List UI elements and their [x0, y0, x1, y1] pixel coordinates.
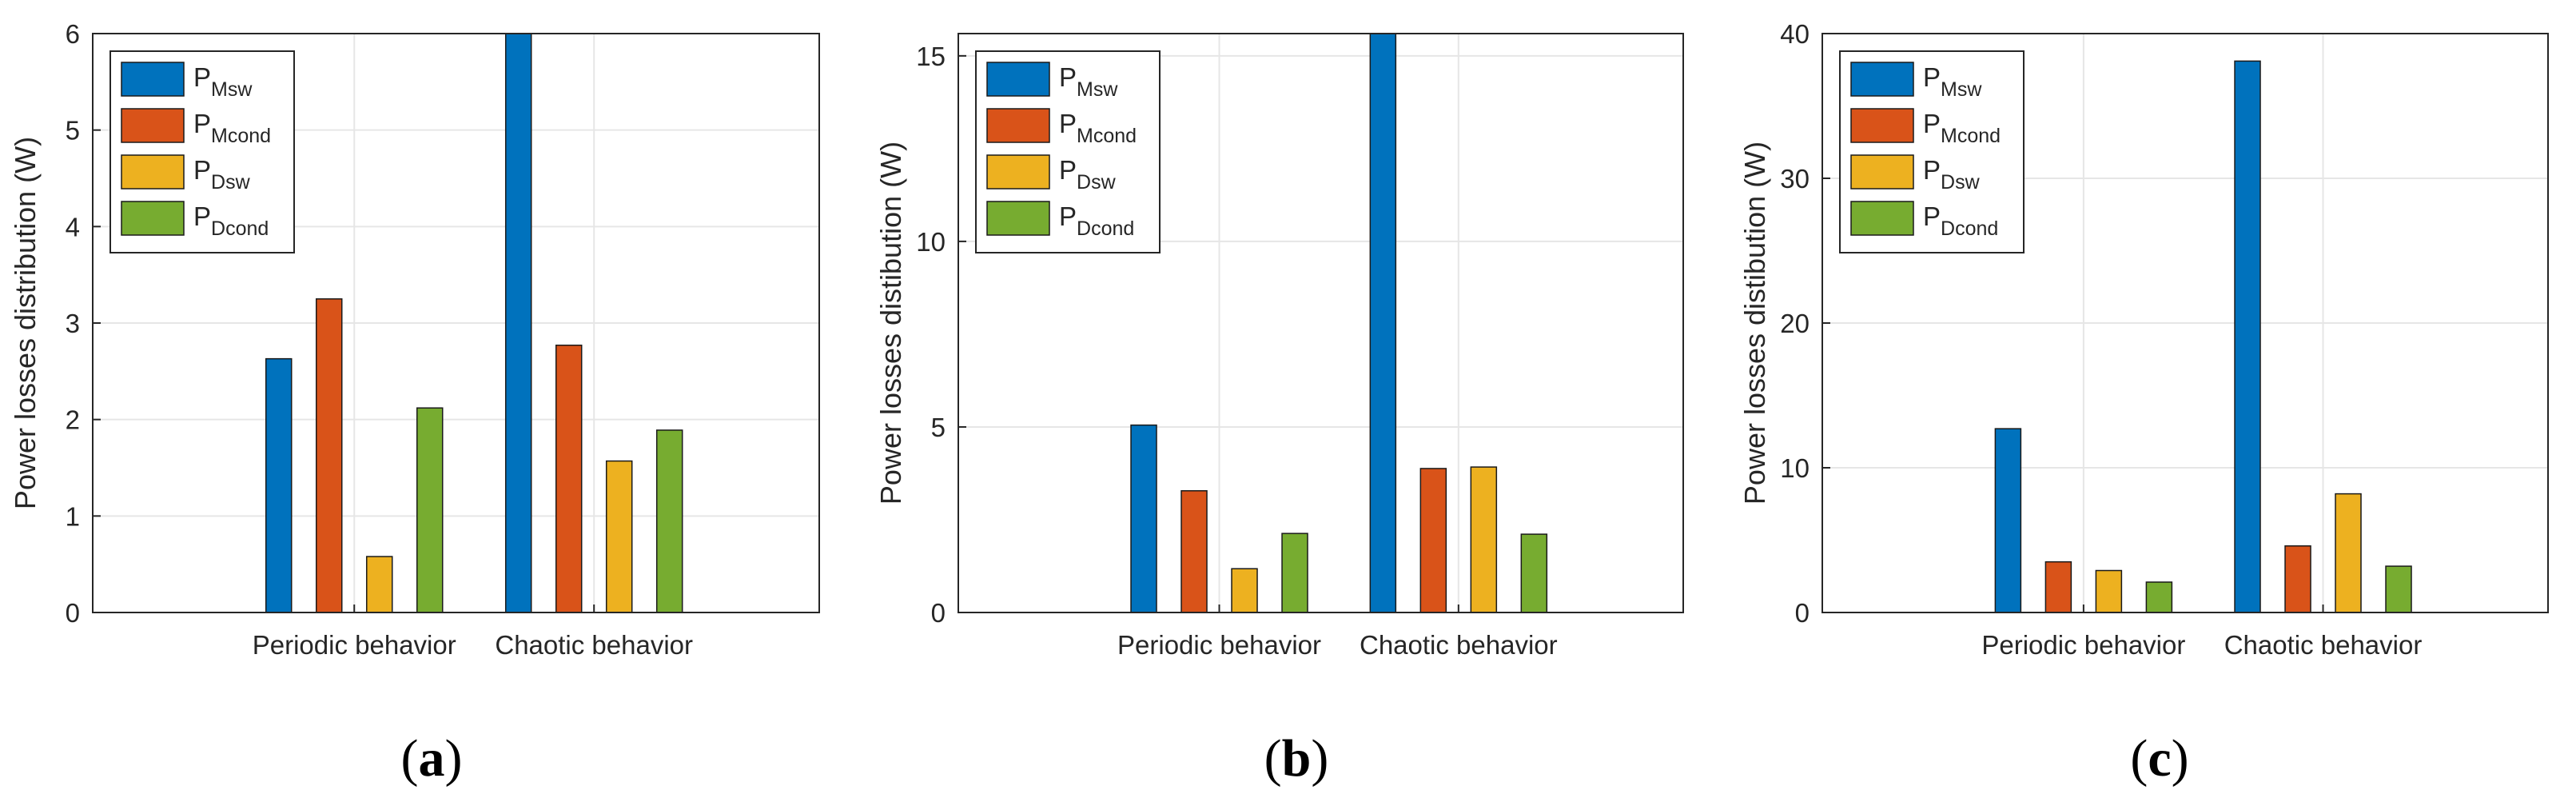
- bar-dcond-periodic: [2145, 581, 2173, 613]
- y-tick-label: 40: [1780, 19, 1810, 49]
- bar-msw-chaotic: [504, 33, 532, 613]
- legend: PMsw PMcond PDsw PDcond: [1839, 50, 2025, 253]
- bar-dsw-periodic: [1231, 568, 1258, 613]
- legend-swatch-msw: [121, 62, 185, 97]
- panel-label: (c): [2130, 729, 2188, 788]
- bar-dsw-chaotic: [1470, 466, 1498, 613]
- legend: PMsw PMcond PDsw PDcond: [975, 50, 1161, 253]
- bar-dsw-chaotic: [605, 460, 633, 613]
- legend-swatch-mcond: [121, 108, 185, 143]
- x-tick-label: Chaotic behavior: [2224, 630, 2423, 660]
- y-tick-label: 2: [66, 405, 80, 435]
- bar-dcond-chaotic: [655, 429, 683, 613]
- chart-panel-c: 0 10 20 30 40 Periodic behavior Chaotic behavi…: [1738, 19, 2549, 788]
- y-tick-label: 15: [916, 42, 946, 71]
- x-tick-label: Periodic behavior: [1981, 630, 2185, 660]
- legend-label-dsw: PDsw: [193, 155, 251, 194]
- bar-dcond-periodic: [416, 407, 444, 613]
- bar-mcond-periodic: [2044, 561, 2072, 613]
- bar-mcond-chaotic: [555, 345, 583, 613]
- bar-msw-chaotic: [1369, 33, 1397, 613]
- axes-frame: [958, 33, 1684, 613]
- bar-mcond-periodic: [315, 298, 343, 613]
- legend-label-mcond: PMcond: [1923, 109, 2001, 147]
- bar-msw-periodic: [265, 357, 293, 613]
- y-axis-title: Power losses distibution (W): [874, 142, 907, 505]
- bar-dcond-periodic: [1281, 533, 1308, 613]
- legend-label-msw: PMsw: [193, 62, 253, 101]
- bar-dsw-chaotic: [2335, 493, 2362, 613]
- legend-swatch-dcond: [986, 201, 1050, 236]
- y-tick-label: 0: [66, 598, 80, 628]
- legend-swatch-dcond: [121, 201, 185, 236]
- legend-swatch-msw: [986, 62, 1050, 97]
- axes-frame: [92, 33, 820, 613]
- legend-label-dcond: PDcond: [1059, 202, 1134, 240]
- legend-label-mcond: PMcond: [193, 109, 271, 147]
- bar-msw-chaotic: [2234, 60, 2261, 613]
- y-tick-label: 0: [1795, 598, 1810, 628]
- bar-mcond-chaotic: [2284, 545, 2311, 613]
- x-tick-label: Periodic behavior: [1117, 630, 1321, 660]
- legend-label-msw: PMsw: [1923, 62, 1982, 101]
- legend-swatch-dsw: [1850, 154, 1914, 190]
- y-tick-label: 10: [916, 227, 946, 257]
- bar-mcond-chaotic: [1419, 468, 1447, 613]
- legend-label-mcond: PMcond: [1059, 109, 1137, 147]
- chart-panel-b: 0 5 10 15 Periodic behavior Chaotic behavior P…: [874, 33, 1684, 788]
- bar-mcond-periodic: [1181, 490, 1208, 613]
- legend-swatch-dsw: [986, 154, 1050, 190]
- bar-dcond-chaotic: [1520, 533, 1548, 613]
- x-tick-label: Periodic behavior: [253, 630, 456, 660]
- y-tick-label: 3: [66, 309, 80, 338]
- y-tick-label: 0: [931, 598, 946, 628]
- panel-label: (a): [401, 729, 463, 788]
- legend-label-dsw: PDsw: [1059, 155, 1117, 194]
- legend-swatch-dcond: [1850, 201, 1914, 236]
- y-tick-label: 20: [1780, 309, 1810, 338]
- y-tick-label: 5: [66, 116, 80, 146]
- legend-swatch-mcond: [1850, 108, 1914, 143]
- bar-msw-periodic: [1994, 428, 2022, 613]
- panel-label: (b): [1264, 729, 1329, 788]
- axes-frame: [1822, 33, 2549, 613]
- bar-dcond-chaotic: [2385, 565, 2412, 613]
- legend-swatch-mcond: [986, 108, 1050, 143]
- legend-swatch-dsw: [121, 154, 185, 190]
- y-tick-label: 6: [66, 19, 80, 49]
- x-tick-label: Chaotic behavior: [495, 630, 693, 660]
- y-axis-title: Power losses distribution (W): [9, 137, 42, 509]
- chart-panel-a: 0 1 2 3 4 5 6 Periodic behavior Chaotic behavior…: [9, 19, 820, 788]
- y-tick-label: 10: [1780, 453, 1810, 483]
- x-tick-label: Chaotic behavior: [1360, 630, 1558, 660]
- bar-msw-periodic: [1130, 424, 1157, 613]
- y-tick-label: 4: [66, 212, 80, 241]
- bar-dsw-periodic: [2095, 569, 2123, 613]
- y-axis-title: Power losses distibution (W): [1738, 142, 1771, 505]
- legend: PMsw PMcond PDsw PDcond: [109, 50, 295, 253]
- y-tick-label: 1: [66, 501, 80, 531]
- legend-label-dsw: PDsw: [1923, 155, 1981, 194]
- legend-swatch-msw: [1850, 62, 1914, 97]
- legend-label-msw: PMsw: [1059, 62, 1118, 101]
- y-tick-label: 5: [931, 413, 946, 442]
- y-tick-label: 30: [1780, 164, 1810, 194]
- legend-label-dcond: PDcond: [1923, 202, 1998, 240]
- legend-label-dcond: PDcond: [193, 202, 269, 240]
- bar-dsw-periodic: [365, 556, 393, 613]
